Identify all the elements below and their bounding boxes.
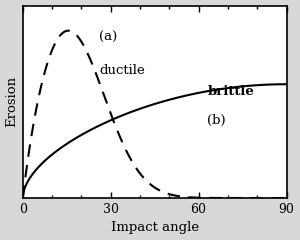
Text: (a): (a) <box>99 31 117 44</box>
Text: (b): (b) <box>207 114 226 127</box>
Text: ductile: ductile <box>99 64 145 77</box>
X-axis label: Impact angle: Impact angle <box>111 222 199 234</box>
Y-axis label: Erosion: Erosion <box>6 76 19 127</box>
Text: brittle: brittle <box>207 85 254 98</box>
